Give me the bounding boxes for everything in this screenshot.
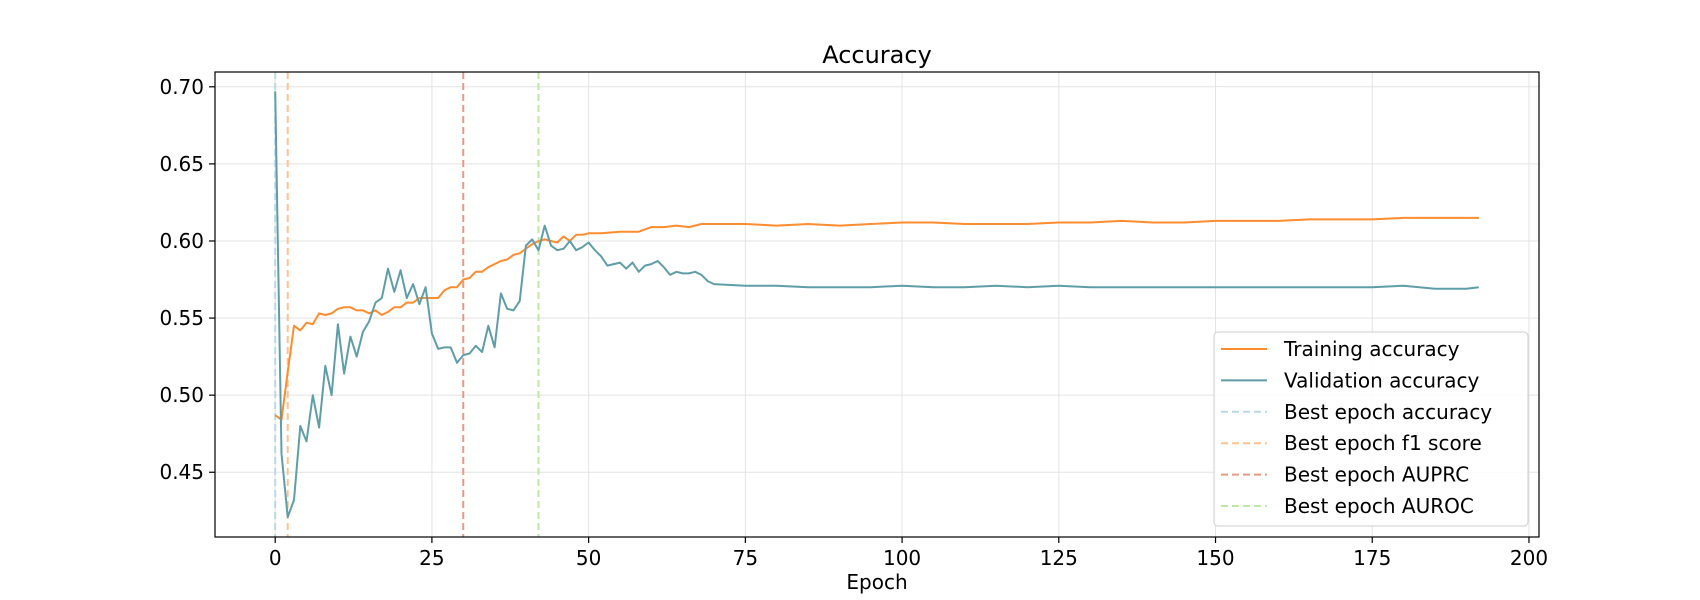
y-tick-label: 0.45 [159, 460, 204, 484]
chart-title: Accuracy [822, 41, 932, 69]
x-tick-label: 75 [733, 546, 758, 570]
x-tick-label: 0 [269, 546, 282, 570]
legend-label: Validation accuracy [1284, 368, 1480, 392]
legend: Training accuracy Validation accuracy Best… [1213, 331, 1529, 527]
y-tick-label: 0.60 [159, 229, 204, 253]
series-lines [274, 91, 1479, 518]
plot-frame [214, 71, 1540, 538]
y-tick-label: 0.55 [159, 306, 204, 330]
y-tick-label: 0.70 [159, 75, 204, 99]
x-tick-label: 50 [576, 546, 601, 570]
x-tick-label: 200 [1510, 546, 1548, 570]
legend-label: Best epoch AUROC [1284, 494, 1474, 518]
y-ticks: 0.45 0.50 0.55 0.60 0.65 0.70 [159, 75, 215, 484]
best-epoch-lines [274, 72, 540, 537]
legend-box [1213, 331, 1529, 527]
legend-label: Best epoch accuracy [1284, 400, 1492, 424]
series-line-1 [274, 91, 1479, 518]
y-tick-label: 0.65 [159, 152, 204, 176]
legend-label: Best epoch f1 score [1284, 431, 1482, 455]
x-tick-label: 175 [1353, 546, 1391, 570]
x-tick-label: 150 [1196, 546, 1234, 570]
x-ticks: 0 25 50 75 100 125 150 175 200 [269, 537, 1548, 570]
legend-label: Training accuracy [1283, 337, 1460, 361]
x-axis-label: Epoch [846, 570, 907, 594]
x-tick-label: 100 [883, 546, 921, 570]
series-line-0 [274, 216, 1479, 421]
x-tick-label: 125 [1040, 546, 1078, 570]
x-tick-label: 25 [419, 546, 444, 570]
legend-label: Best epoch AUPRC [1284, 463, 1469, 487]
y-tick-label: 0.50 [159, 383, 204, 407]
